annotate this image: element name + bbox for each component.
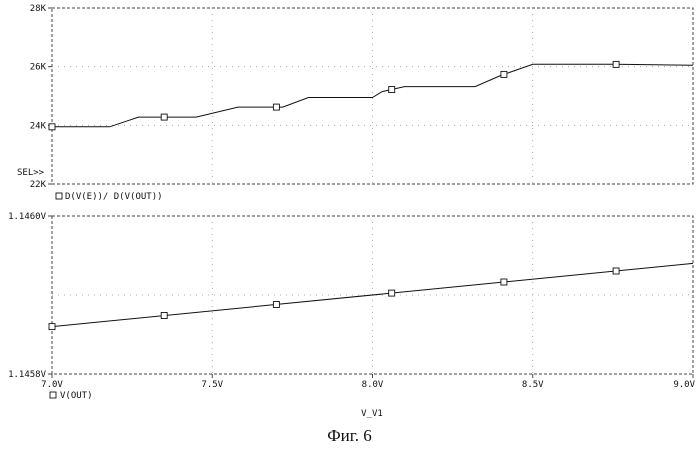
- bottom-data-marker: [613, 268, 619, 274]
- bottom-data-marker: [501, 279, 507, 285]
- bottom-y-tick-label: 1.1460V: [8, 212, 47, 222]
- bottom-data-marker: [161, 313, 167, 319]
- top-data-marker: [49, 124, 55, 130]
- bottom-data-marker: [389, 290, 395, 296]
- top-y-tick-label: 26K: [30, 63, 47, 73]
- figure-caption: Фиг. 6: [0, 426, 699, 446]
- top-grid: [52, 8, 693, 184]
- top-data-marker: [273, 104, 279, 110]
- top-series: [49, 61, 693, 129]
- bottom-y-tick-label: 1.1458V: [8, 370, 47, 380]
- top-y-tick-label: 22K: [30, 180, 47, 190]
- plot-area: 28K 26K 24K 22K SEL>> D(V(E))/ D(V(OUT)) 1.…: [0, 0, 699, 425]
- x-tick-label: 7.5V: [201, 380, 223, 390]
- top-plot-frame: [52, 8, 693, 184]
- top-series-line: [52, 64, 693, 127]
- top-panel: 28K 26K 24K 22K SEL>> D(V(E))/ D(V(OUT)): [17, 4, 693, 202]
- top-y-tick-label: 28K: [30, 4, 47, 14]
- top-data-marker: [501, 71, 507, 77]
- top-data-marker: [389, 87, 395, 93]
- top-y-ticks: 28K 26K 24K 22K: [30, 4, 52, 190]
- bottom-series: [49, 263, 693, 329]
- x-tick-label: 9.0V: [673, 380, 695, 390]
- top-y-tick-label: 24K: [30, 121, 47, 131]
- x-tick-label: 8.5V: [522, 380, 544, 390]
- bottom-data-marker: [273, 302, 279, 308]
- bottom-legend-marker: [50, 392, 56, 398]
- x-ticks: 7.0V 7.5V 8.0V 8.5V 9.0V: [41, 374, 695, 390]
- top-legend-label: D(V(E))/ D(V(OUT)): [65, 192, 163, 202]
- x-tick-label: 8.0V: [362, 380, 384, 390]
- top-legend-marker: [56, 193, 62, 199]
- bottom-data-marker: [49, 324, 55, 330]
- bottom-y-ticks: 1.1460V 1.1458V: [8, 212, 52, 380]
- bottom-legend-label: V(OUT): [60, 391, 93, 401]
- sel-marker: SEL>>: [17, 168, 45, 178]
- x-axis-label: V_V1: [361, 409, 383, 419]
- x-tick-label: 7.0V: [41, 380, 63, 390]
- top-data-marker: [613, 61, 619, 67]
- bottom-panel: 1.1460V 1.1458V 7.0V 7.5V 8.0V 8.5V 9.0V V(OU…: [8, 212, 696, 419]
- top-data-marker: [161, 114, 167, 120]
